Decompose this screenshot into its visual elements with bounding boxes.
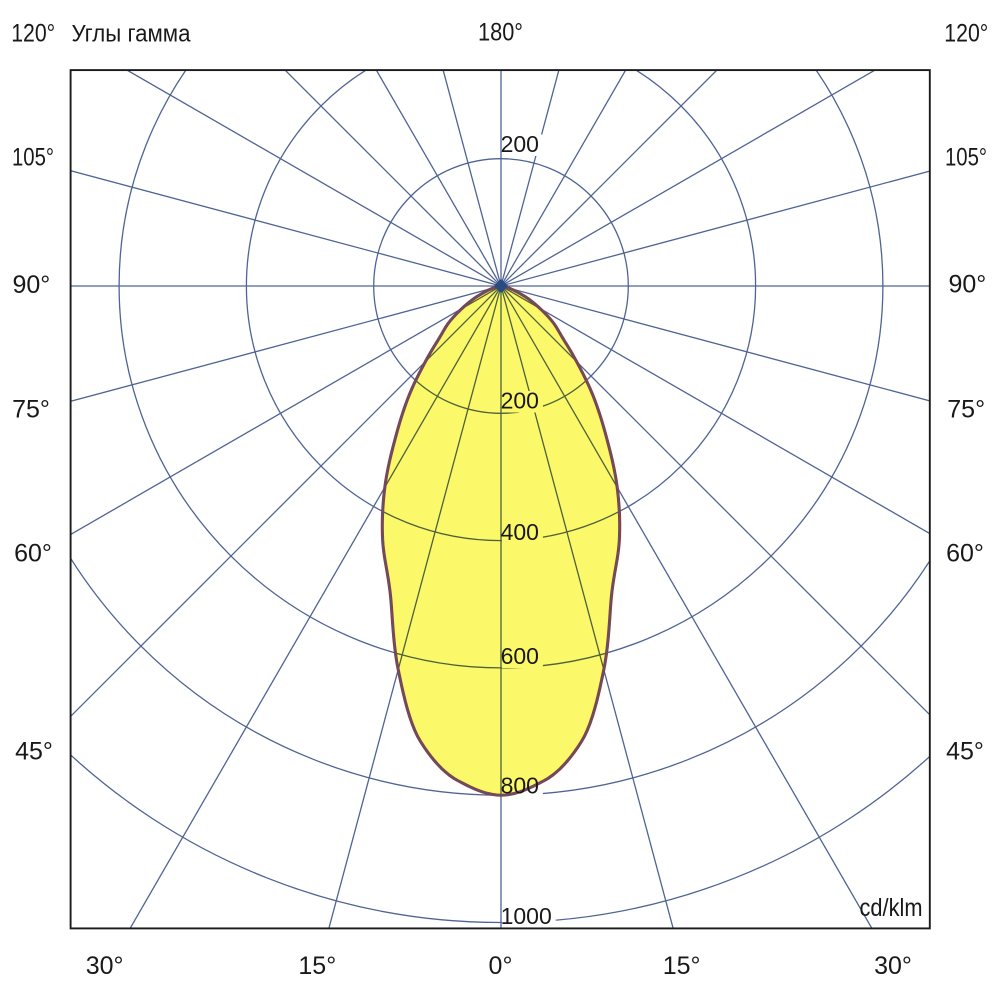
- svg-text:1000: 1000: [501, 903, 552, 929]
- svg-text:400: 400: [501, 519, 539, 545]
- svg-text:105°: 105°: [945, 144, 987, 172]
- svg-text:45°: 45°: [15, 738, 53, 766]
- svg-text:0°: 0°: [489, 952, 513, 980]
- svg-text:30°: 30°: [874, 952, 912, 980]
- svg-text:90°: 90°: [948, 271, 986, 299]
- svg-text:15°: 15°: [298, 952, 336, 980]
- svg-text:45°: 45°: [946, 738, 984, 766]
- svg-text:15°: 15°: [663, 952, 701, 980]
- svg-text:Углы гамма: Углы гамма: [72, 21, 192, 48]
- svg-text:200: 200: [501, 388, 539, 414]
- svg-text:90°: 90°: [12, 271, 50, 299]
- svg-text:120°: 120°: [11, 20, 55, 48]
- svg-text:75°: 75°: [12, 396, 50, 424]
- svg-text:cd/klm: cd/klm: [860, 894, 923, 922]
- svg-text:60°: 60°: [946, 540, 984, 568]
- svg-text:180°: 180°: [478, 19, 523, 47]
- svg-text:105°: 105°: [12, 144, 54, 172]
- svg-text:60°: 60°: [14, 540, 52, 568]
- svg-text:120°: 120°: [944, 20, 988, 48]
- svg-text:800: 800: [501, 773, 539, 799]
- svg-text:200: 200: [501, 131, 539, 157]
- svg-text:75°: 75°: [947, 396, 985, 424]
- svg-text:30°: 30°: [86, 952, 124, 980]
- svg-text:600: 600: [501, 643, 539, 669]
